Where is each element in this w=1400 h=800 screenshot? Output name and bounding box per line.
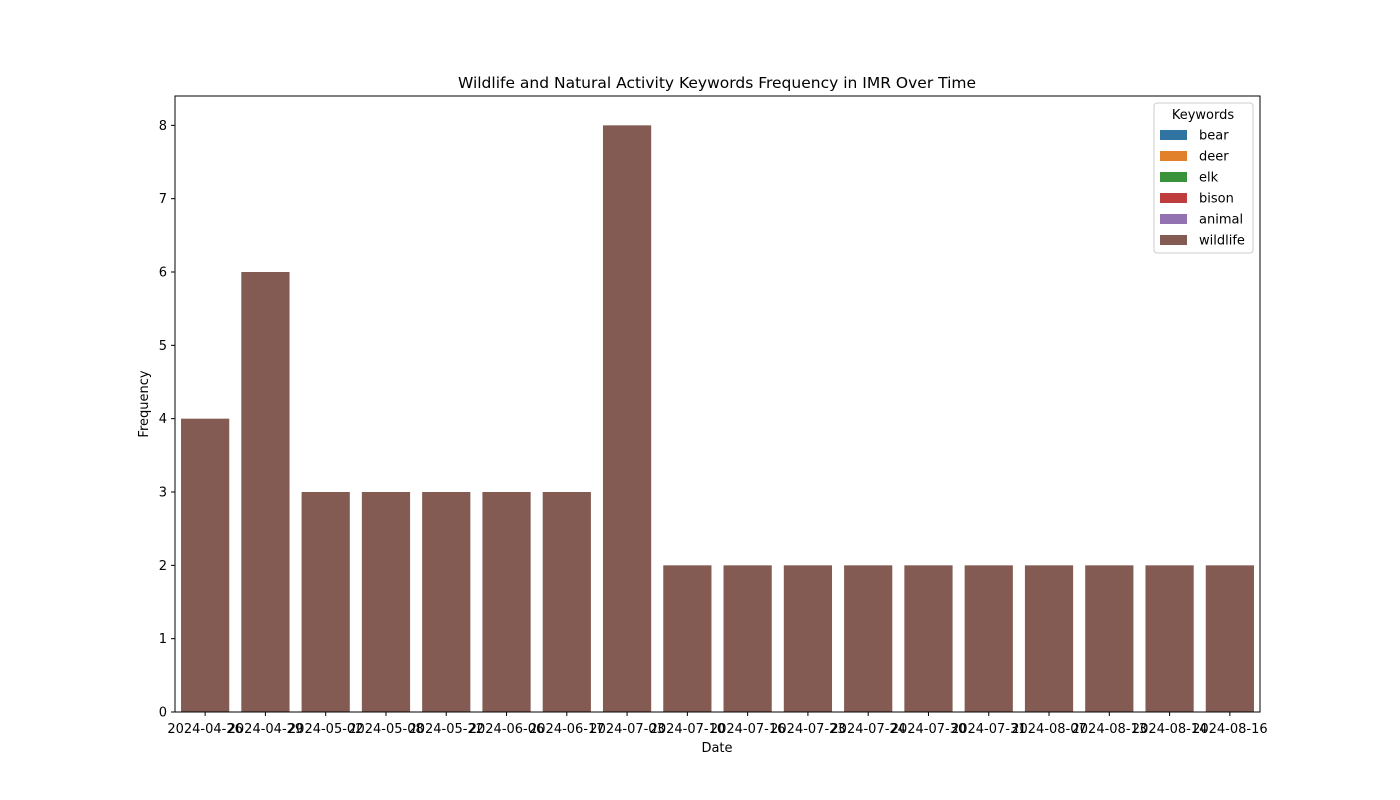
legend-swatch-elk (1160, 172, 1187, 182)
x-tick-label: 2024-04-26 (167, 722, 243, 737)
legend-swatch-wildlife (1160, 235, 1187, 245)
x-tick-label: 2024-07-24 (830, 722, 906, 737)
bar-wildlife-2024-07-16 (723, 565, 772, 712)
bar-wildlife-2024-05-22 (422, 492, 471, 712)
x-tick-label: 2024-07-16 (710, 722, 786, 737)
x-tick-label: 2024-06-06 (469, 722, 545, 737)
y-tick-label: 6 (159, 266, 167, 281)
bar-wildlife-2024-08-16 (1205, 565, 1254, 712)
bar-wildlife-2024-06-06 (482, 492, 531, 712)
y-tick-label: 1 (159, 632, 167, 647)
plot-frame (174, 95, 1261, 713)
bars-layer (181, 125, 1254, 713)
bar-wildlife-2024-07-10 (663, 565, 712, 712)
legend-label-bison: bison (1199, 192, 1234, 207)
x-tick-label: 2024-07-23 (770, 722, 846, 737)
bar-wildlife-2024-08-07 (1024, 565, 1074, 712)
legend-swatch-deer (1160, 151, 1187, 161)
x-tick-label: 2024-08-13 (1072, 722, 1148, 737)
legend-label-elk: elk (1199, 171, 1219, 186)
y-axis-title: Frequency (137, 370, 152, 437)
x-tick-label: 2024-06-17 (529, 722, 605, 737)
bar-wildlife-2024-07-31 (964, 565, 1013, 712)
bar-wildlife-2024-05-02 (301, 492, 350, 712)
bar-wildlife-2024-07-30 (904, 565, 953, 712)
y-tick-label: 2 (159, 559, 167, 574)
y-tick-label: 8 (159, 119, 167, 134)
x-tick-label: 2024-08-16 (1192, 722, 1268, 737)
y-tick-label: 7 (159, 192, 167, 207)
x-tick-label: 2024-07-10 (650, 722, 726, 737)
x-axis-title: Date (701, 741, 732, 756)
y-tick-label: 4 (159, 412, 167, 427)
legend-label-deer: deer (1199, 150, 1229, 165)
legend-swatch-bear (1160, 130, 1187, 140)
x-tick-label: 2024-08-14 (1132, 722, 1208, 737)
bar-wildlife-2024-08-13 (1085, 565, 1134, 712)
legend-swatch-animal (1160, 214, 1187, 224)
bar-wildlife-2024-08-14 (1145, 565, 1194, 712)
legend-label-wildlife: wildlife (1199, 234, 1245, 249)
bar-wildlife-2024-05-08 (361, 492, 411, 712)
legend-title: Keywords (1172, 108, 1235, 123)
x-tick-label: 2024-07-30 (891, 722, 967, 737)
legend-label-bear: bear (1199, 129, 1229, 144)
y-axis: 0 1 2 3 4 5 6 7 8 (159, 119, 175, 721)
x-tick-label: 2024-08-07 (1011, 722, 1087, 737)
bar-wildlife-2024-07-23 (783, 565, 833, 712)
legend-items: bear deer elk bison animal wildlife (1160, 129, 1245, 249)
x-tick-label: 2024-04-29 (228, 722, 304, 737)
x-tick-label: 2024-05-22 (408, 722, 484, 737)
chart-title: Wildlife and Natural Activity Keywords F… (458, 74, 976, 92)
y-tick-label: 0 (159, 706, 167, 721)
x-axis: 2024-04-262024-04-292024-05-022024-05-08… (167, 712, 1268, 737)
legend-label-animal: animal (1199, 213, 1243, 228)
bar-wildlife-2024-07-03 (602, 125, 652, 713)
x-tick-label: 2024-07-31 (951, 722, 1027, 737)
y-tick-label: 5 (159, 339, 167, 354)
x-tick-label: 2024-07-03 (589, 722, 665, 737)
x-tick-label: 2024-05-02 (288, 722, 364, 737)
bar-wildlife-2024-07-24 (844, 565, 893, 712)
legend-swatch-bison (1160, 193, 1187, 203)
y-tick-label: 3 (159, 486, 167, 501)
bar-wildlife-2024-04-26 (181, 418, 230, 712)
bar-wildlife-2024-04-29 (241, 272, 290, 712)
legend: Keywords bear deer elk bison animal wildlife (1153, 102, 1254, 254)
bar-wildlife-2024-06-17 (542, 492, 591, 712)
x-tick-label: 2024-05-08 (348, 722, 424, 737)
